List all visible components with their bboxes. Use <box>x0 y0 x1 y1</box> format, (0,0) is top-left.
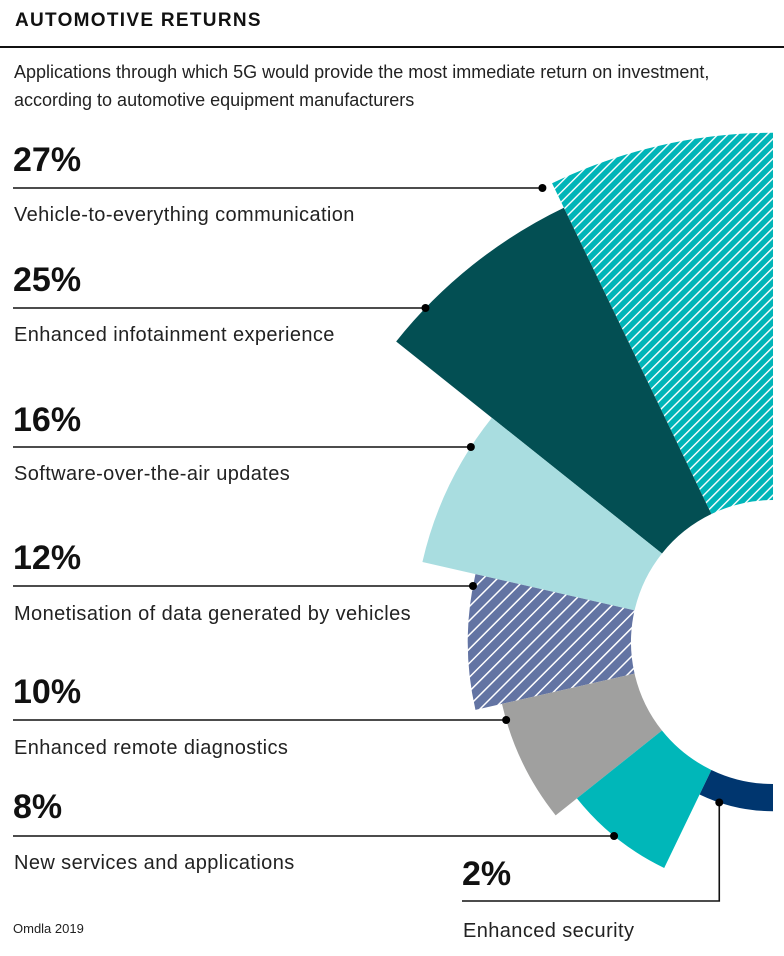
leader-dot-0 <box>538 184 547 192</box>
segment-0 <box>552 132 773 515</box>
leader-dot-3 <box>468 582 477 590</box>
title-divider <box>0 46 784 48</box>
segment-1 <box>396 207 712 554</box>
value-label-3: 12% <box>13 539 81 577</box>
category-label-3: Monetisation of data generated by vehicl… <box>14 603 411 625</box>
value-label-6: 2% <box>462 855 511 893</box>
leader-dot-6 <box>715 798 724 807</box>
value-label-5: 8% <box>13 788 62 826</box>
segment-3 <box>467 574 635 710</box>
leader-dot-4 <box>502 716 511 724</box>
category-label-5: New services and applications <box>14 852 295 874</box>
chart-segments <box>396 132 773 868</box>
segment-2 <box>422 417 662 611</box>
value-label-0: 27% <box>13 141 81 179</box>
chart-labels: 27% Vehicle-to-everything communication … <box>13 141 634 942</box>
segment-6 <box>699 769 773 812</box>
segment-5 <box>576 730 712 868</box>
chart-subtitle: Applications through which 5G would prov… <box>14 62 710 110</box>
leader-dot-5 <box>610 832 619 840</box>
category-label-4: Enhanced remote diagnostics <box>14 737 288 759</box>
category-label-0: Vehicle-to-everything communication <box>14 204 355 226</box>
value-label-2: 16% <box>13 401 81 439</box>
chart-title: AUTOMOTIVE RETURNS <box>15 10 262 31</box>
category-label-1: Enhanced infotainment experience <box>14 324 335 346</box>
category-label-6: Enhanced security <box>463 920 634 942</box>
segment-4 <box>501 673 662 816</box>
value-label-4: 10% <box>13 673 81 711</box>
leader-dot-2 <box>466 443 475 451</box>
leader-dot-1 <box>421 304 430 312</box>
category-label-2: Software-over-the-air updates <box>14 463 290 485</box>
source-note: Omdla 2019 <box>13 921 84 936</box>
leader-line-6 <box>462 802 721 902</box>
value-label-1: 25% <box>13 261 81 299</box>
chart-leaders <box>13 184 724 902</box>
